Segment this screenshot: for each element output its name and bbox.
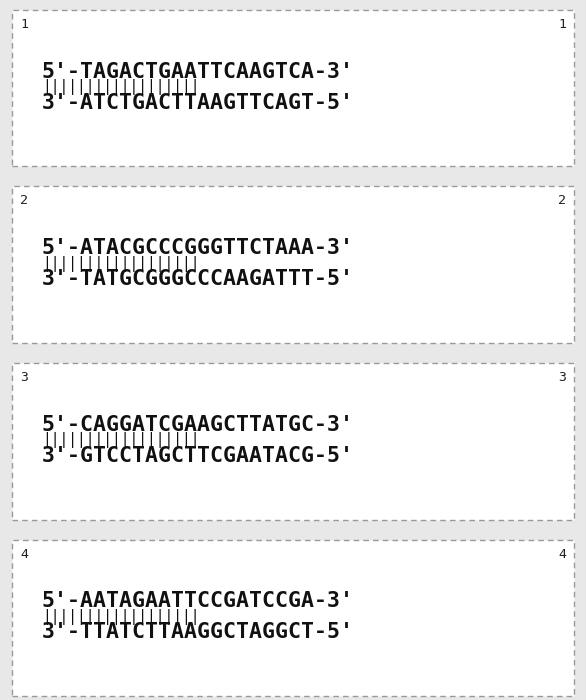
Text: ||||||||||||||||||: |||||||||||||||||| — [42, 433, 199, 449]
Text: 3'-ATCTGACTTAAGTTCAGT-5': 3'-ATCTGACTTAAGTTCAGT-5' — [42, 93, 354, 113]
FancyBboxPatch shape — [12, 540, 574, 696]
Text: 2: 2 — [20, 195, 28, 207]
Text: 3: 3 — [20, 371, 28, 384]
Text: 4: 4 — [558, 547, 566, 561]
Text: 3: 3 — [558, 371, 566, 384]
Text: 3'-GTCCTAGCTTCGAATACG-5': 3'-GTCCTAGCTTCGAATACG-5' — [42, 446, 354, 466]
Text: 3'-TATGCGGGCCCAAGATTT-5': 3'-TATGCGGGCCCAAGATTT-5' — [42, 270, 354, 290]
Text: 3'-TTATCTTAAGGCTAGGCT-5': 3'-TTATCTTAAGGCTAGGCT-5' — [42, 622, 354, 643]
Text: 2: 2 — [558, 195, 566, 207]
FancyBboxPatch shape — [12, 186, 574, 343]
Text: 5'-AATAGAATTCCGATCCGA-3': 5'-AATAGAATTCCGATCCGA-3' — [42, 592, 354, 612]
Text: 5'-CAGGATCGAAGCTTATGC-3': 5'-CAGGATCGAAGCTTATGC-3' — [42, 415, 354, 435]
Text: ||||||||||||||||||: |||||||||||||||||| — [42, 256, 199, 272]
Text: ||||||||||||||||||: |||||||||||||||||| — [42, 80, 199, 95]
FancyBboxPatch shape — [12, 363, 574, 519]
Text: 1: 1 — [20, 18, 28, 31]
Text: 1: 1 — [558, 18, 566, 31]
Text: ||||||||||||||||||: |||||||||||||||||| — [42, 609, 199, 625]
FancyBboxPatch shape — [12, 10, 574, 167]
Text: 5'-TAGACTGAATTCAAGTCA-3': 5'-TAGACTGAATTCAAGTCA-3' — [42, 62, 354, 82]
Text: 4: 4 — [20, 547, 28, 561]
Text: 5'-ATACGCCCGGGTTCTAAA-3': 5'-ATACGCCCGGGTTCTAAA-3' — [42, 239, 354, 258]
